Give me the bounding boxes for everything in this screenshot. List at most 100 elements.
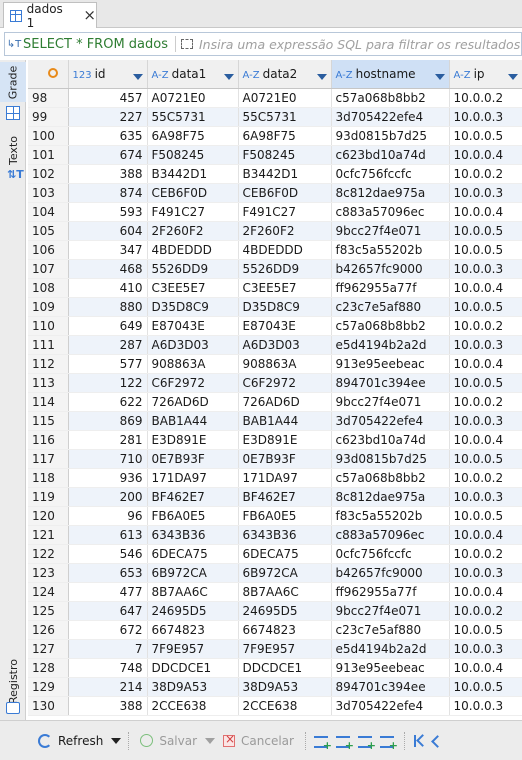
text-view-icon[interactable]: ⇅T [7,168,24,181]
table-row[interactable]: 106 347 4BDEDDD 4BDEDDD f83c5a55202b 10.0.0.5 [28,240,522,260]
cell-ip[interactable]: 10.0.0.5 [449,126,522,146]
cell-ip[interactable]: 10.0.0.3 [449,107,522,127]
cell-row-number[interactable]: 115 [28,411,69,431]
cell-id[interactable]: 874 [68,183,148,203]
cell-data1[interactable]: 2CCE638 [147,696,239,716]
cell-data2[interactable]: 55C5731 [238,107,332,127]
cell-data2[interactable]: 8B7AA6C [238,582,332,602]
cell-data1[interactable]: 908863A [147,354,239,374]
filter-arrow-icon[interactable] [507,73,518,80]
cell-id[interactable]: 577 [68,354,148,374]
cell-data1[interactable]: B3442D1 [147,164,239,184]
column-header-hostname[interactable]: A-Z hostname [331,60,450,89]
cell-row-number[interactable]: 108 [28,278,69,298]
cell-data1[interactable]: 0E7B93F [147,449,239,469]
cell-data2[interactable]: A6D3D03 [238,335,332,355]
cell-hostname[interactable]: 9bcc27f4e071 [331,221,450,241]
cell-row-number[interactable]: 125 [28,601,69,621]
table-row[interactable]: 111 287 A6D3D03 A6D3D03 e5d4194b2a2d 10.0.0.3 [28,335,522,355]
cell-data2[interactable]: E87043E [238,316,332,336]
table-row[interactable]: 113 122 C6F2972 C6F2972 894701c394ee 10.0.0.5 [28,373,522,393]
cell-row-number[interactable]: 109 [28,297,69,317]
cell-hostname[interactable]: c57a068b8bb2 [331,88,450,108]
cell-data2[interactable]: 4BDEDDD [238,240,332,260]
cell-hostname[interactable]: 3d705422efe4 [331,107,450,127]
cell-data2[interactable]: A0721E0 [238,88,332,108]
cell-id[interactable]: 613 [68,525,148,545]
cell-row-number[interactable]: 129 [28,677,69,697]
table-row[interactable]: 100 635 6A98F75 6A98F75 93d0815b7d25 10.0.0.5 [28,126,522,146]
results-grid[interactable]: 123 id A-Z data1 A-Z data2 A-Z hostname A-Z i… [28,60,522,720]
table-row[interactable]: 124 477 8B7AA6C 8B7AA6C ff962955a77f 10.0.0.4 [28,582,522,602]
cell-id[interactable]: 227 [68,107,148,127]
cell-hostname[interactable]: ff962955a77f [331,278,450,298]
cell-ip[interactable]: 10.0.0.3 [449,696,522,716]
cell-data1[interactable]: 4BDEDDD [147,240,239,260]
tab-registro[interactable]: Registro [0,656,26,706]
cell-row-number[interactable]: 113 [28,373,69,393]
cell-row-number[interactable]: 127 [28,639,69,659]
cell-ip[interactable]: 10.0.0.3 [449,487,522,507]
cell-row-number[interactable]: 104 [28,202,69,222]
cell-data1[interactable]: F491C27 [147,202,239,222]
cell-row-number[interactable]: 112 [28,354,69,374]
table-row[interactable]: 130 388 2CCE638 2CCE638 3d705422efe4 10.0.0.3 [28,696,522,716]
cell-id[interactable]: 880 [68,297,148,317]
cell-data1[interactable]: F508245 [147,145,239,165]
cell-row-number[interactable]: 98 [28,88,69,108]
table-row[interactable]: 119 200 BF462E7 BF462E7 8c812dae975a 10.0.0.3 [28,487,522,507]
add-row-icon[interactable] [335,734,354,752]
cell-row-number[interactable]: 111 [28,335,69,355]
cell-data1[interactable]: DDCDCE1 [147,658,239,678]
filter-arrow-icon[interactable] [132,73,143,80]
cell-id[interactable]: 649 [68,316,148,336]
cell-ip[interactable]: 10.0.0.5 [449,620,522,640]
table-row[interactable]: 127 7 7F9E957 7F9E957 e5d4194b2a2d 10.0.0.3 [28,639,522,659]
cell-data2[interactable]: 2F260F2 [238,221,332,241]
cell-id[interactable]: 388 [68,696,148,716]
cell-data2[interactable]: DDCDCE1 [238,658,332,678]
edit-row-icon[interactable] [313,734,332,752]
cell-id[interactable]: 936 [68,468,148,488]
cell-id[interactable]: 604 [68,221,148,241]
filter-expression-input[interactable] [199,36,521,52]
cell-ip[interactable]: 10.0.0.3 [449,563,522,583]
cell-data1[interactable]: 726AD6D [147,392,239,412]
cell-row-number[interactable]: 130 [28,696,69,716]
cell-ip[interactable]: 10.0.0.5 [449,677,522,697]
cell-data2[interactable]: FB6A0E5 [238,506,332,526]
table-row[interactable]: 121 613 6343B36 6343B36 c883a57096ec 10.0.0.4 [28,525,522,545]
cell-hostname[interactable]: b42657fc9000 [331,259,450,279]
refresh-button[interactable]: Refresh [34,728,107,754]
filter-arrow-icon[interactable] [223,73,234,80]
table-row[interactable]: 116 281 E3D891E E3D891E c623bd10a74d 10.0.0.4 [28,430,522,450]
cell-data1[interactable]: 6674823 [147,620,239,640]
cell-data2[interactable]: 6B972CA [238,563,332,583]
cell-data1[interactable]: 171DA97 [147,468,239,488]
table-row[interactable]: 115 869 BAB1A44 BAB1A44 3d705422efe4 10.0.0.3 [28,411,522,431]
cell-id[interactable]: 281 [68,430,148,450]
cell-row-number[interactable]: 128 [28,658,69,678]
cell-data2[interactable]: 24695D5 [238,601,332,621]
cell-row-number[interactable]: 103 [28,183,69,203]
table-row[interactable]: 107 468 5526DD9 5526DD9 b42657fc9000 10.0.0.3 [28,259,522,279]
cell-ip[interactable]: 10.0.0.5 [449,297,522,317]
cell-data1[interactable]: E87043E [147,316,239,336]
cell-id[interactable]: 647 [68,601,148,621]
cell-data1[interactable]: BAB1A44 [147,411,239,431]
cell-data1[interactable]: 6343B36 [147,525,239,545]
cell-hostname[interactable]: 894701c394ee [331,373,450,393]
cell-data1[interactable]: 2F260F2 [147,221,239,241]
cell-ip[interactable]: 10.0.0.2 [449,544,522,564]
cell-data2[interactable]: 0E7B93F [238,449,332,469]
cell-ip[interactable]: 10.0.0.4 [449,278,522,298]
cell-id[interactable]: 635 [68,126,148,146]
cell-hostname[interactable]: ff962955a77f [331,582,450,602]
refresh-dropdown-icon[interactable] [111,737,122,744]
cell-data2[interactable]: 726AD6D [238,392,332,412]
cell-ip[interactable]: 10.0.0.3 [449,639,522,659]
cell-data2[interactable]: D35D8C9 [238,297,332,317]
cell-ip[interactable]: 10.0.0.5 [449,240,522,260]
cell-id[interactable]: 477 [68,582,148,602]
table-row[interactable]: 104 593 F491C27 F491C27 c883a57096ec 10.0.0.4 [28,202,522,222]
